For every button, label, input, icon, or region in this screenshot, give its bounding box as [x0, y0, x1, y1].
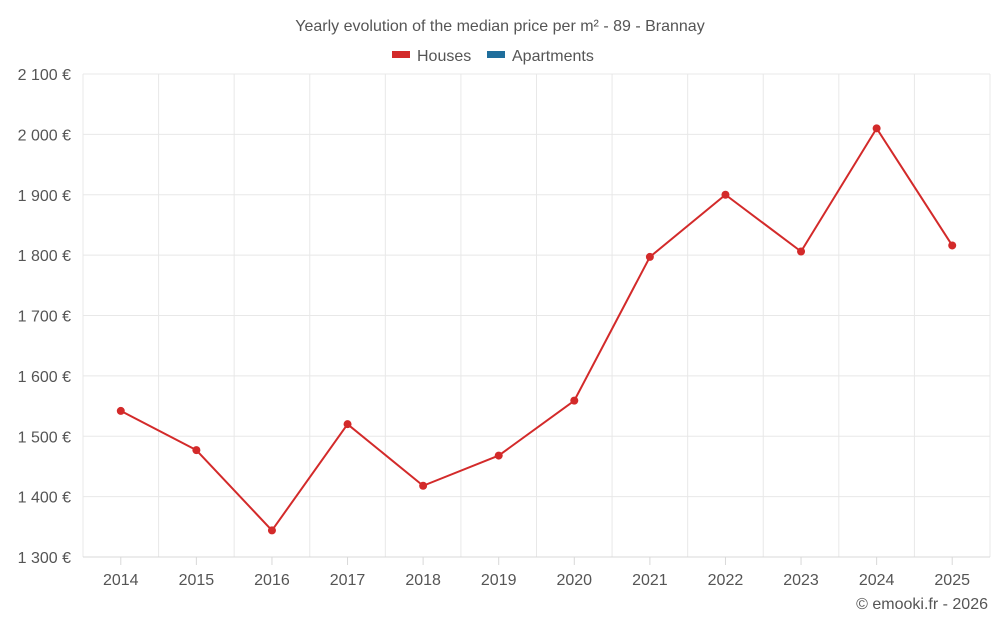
data-point-houses-2022[interactable]	[721, 190, 730, 199]
data-point-houses-2017[interactable]	[343, 420, 352, 429]
legend-swatch-apartments	[487, 51, 505, 58]
data-point-houses-2019[interactable]	[494, 451, 503, 460]
legend-swatch-houses	[392, 51, 410, 58]
x-gridlines	[82, 74, 991, 557]
series-line-houses	[120, 127, 954, 532]
y-tick-label: 1 700 €	[18, 309, 71, 326]
x-tick-label: 2017	[330, 572, 366, 589]
x-tick-label: 2015	[179, 572, 215, 589]
y-tick-label: 1 800 €	[18, 248, 71, 265]
legend: Houses Apartments	[392, 48, 594, 65]
y-tick-label: 1 300 €	[18, 550, 71, 567]
x-tick-label: 2022	[708, 572, 744, 589]
y-axis-tick-labels: 1 300 € 1 400 € 1 500 € 1 600 € 1 700 € 1 800…	[18, 67, 71, 567]
data-point-houses-2025[interactable]	[948, 241, 957, 250]
data-point-houses-2024[interactable]	[872, 124, 881, 133]
y-tick-label: 2 100 €	[18, 67, 71, 84]
x-axis-tick-labels: 2014 2015 2016 2017 2018 2019 2020 2021 2022 2023…	[103, 557, 970, 589]
x-tick-label: 2014	[103, 572, 139, 589]
y-tick-label: 1 900 €	[18, 188, 71, 205]
data-point-houses-2021[interactable]	[645, 252, 654, 261]
y-tick-label: 1 500 €	[18, 429, 71, 446]
data-point-houses-2020[interactable]	[570, 396, 579, 405]
y-tick-label: 2 000 €	[18, 127, 71, 144]
data-point-houses-2015[interactable]	[192, 446, 201, 455]
x-tick-label: 2025	[934, 572, 970, 589]
series-layer	[116, 124, 957, 535]
x-tick-label: 2018	[405, 572, 441, 589]
credit-text: © emooki.fr - 2026	[856, 596, 988, 613]
x-tick-label: 2024	[859, 572, 895, 589]
x-tick-label: 2016	[254, 572, 290, 589]
x-tick-label: 2019	[481, 572, 517, 589]
y-tick-label: 1 600 €	[18, 369, 71, 386]
chart-title: Yearly evolution of the median price per…	[295, 18, 704, 35]
legend-label-houses[interactable]: Houses	[417, 48, 471, 65]
data-point-houses-2016[interactable]	[267, 526, 276, 535]
x-tick-label: 2023	[783, 572, 819, 589]
x-tick-label: 2021	[632, 572, 668, 589]
x-tick-label: 2020	[556, 572, 592, 589]
data-point-houses-2014[interactable]	[116, 406, 125, 415]
data-point-houses-2018[interactable]	[419, 481, 428, 490]
y-tick-label: 1 400 €	[18, 490, 71, 507]
data-point-houses-2023[interactable]	[797, 247, 806, 256]
legend-label-apartments[interactable]: Apartments	[512, 48, 594, 65]
